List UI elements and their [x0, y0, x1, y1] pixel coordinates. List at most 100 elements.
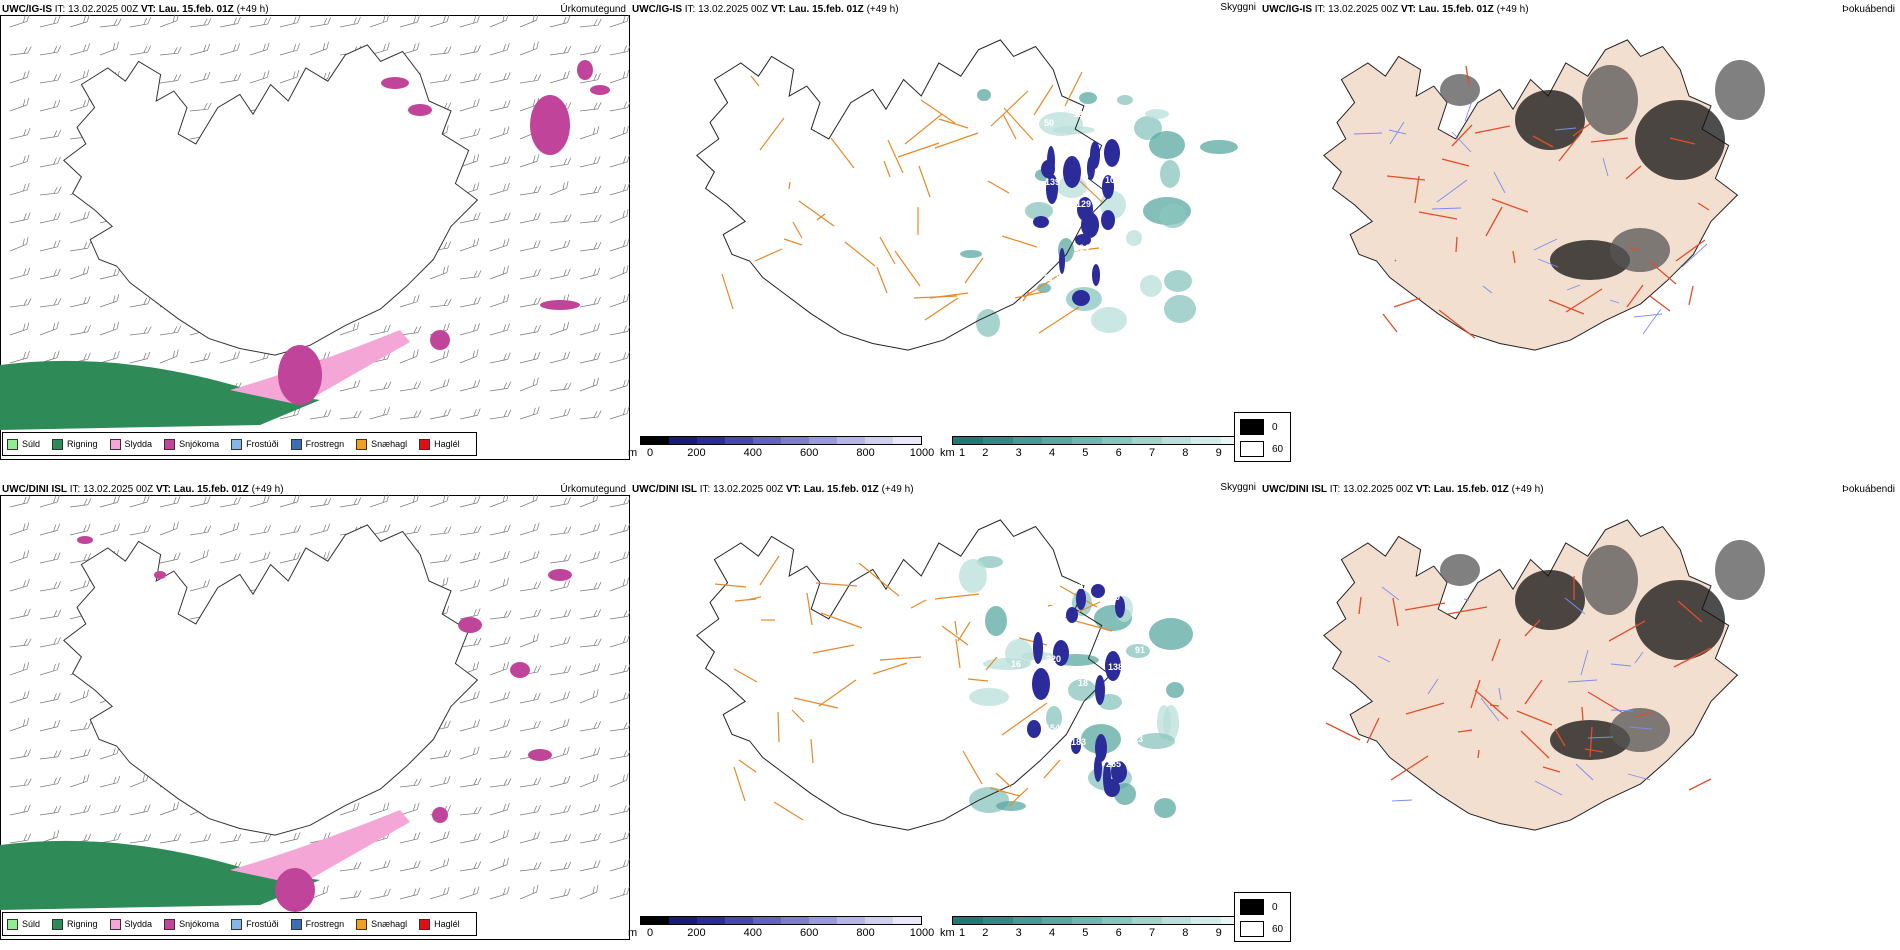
wind-barb — [69, 98, 90, 112]
ceiling-value-label: 30 — [1110, 592, 1120, 602]
wind-barb — [459, 637, 482, 648]
wind-barb — [549, 609, 572, 620]
barb-flag — [623, 635, 626, 644]
barb-staff — [129, 358, 148, 364]
ceiling-area — [1094, 754, 1102, 782]
barb-staff — [39, 163, 58, 168]
wind-barb — [99, 18, 122, 28]
wind-barb — [9, 298, 32, 308]
barb-flag — [263, 43, 266, 51]
colorbar-segment — [725, 917, 753, 924]
road — [1390, 755, 1429, 781]
wind-barb — [39, 552, 61, 564]
barb-staff — [609, 893, 628, 900]
barb-flag — [476, 886, 480, 894]
barb-staff — [189, 358, 208, 364]
precip-map — [0, 495, 630, 912]
wind-barb — [9, 638, 32, 648]
barb-staff — [489, 531, 508, 536]
barb-flag — [113, 776, 117, 784]
barb-flag — [53, 496, 56, 504]
barb-staff — [9, 585, 28, 592]
barb-staff — [69, 105, 88, 112]
barb-flag — [563, 776, 567, 784]
barb-flag — [383, 43, 386, 52]
ceiling-area — [1063, 156, 1081, 188]
barb-flag — [537, 862, 542, 869]
wind-barb — [9, 833, 32, 844]
barb-flag — [27, 298, 32, 305]
colorbar-segment — [1131, 437, 1162, 444]
barb-flag — [623, 692, 627, 700]
barb-staff — [69, 530, 88, 536]
barb-staff — [249, 357, 268, 364]
barb-flag — [533, 832, 537, 840]
road — [1554, 728, 1566, 747]
barb-flag — [413, 888, 417, 896]
wind-barb — [489, 550, 510, 564]
road — [1457, 729, 1473, 733]
road — [1003, 107, 1034, 141]
barb-staff — [429, 864, 448, 872]
iceland-land — [1323, 39, 1739, 351]
ceiling-area — [1095, 675, 1105, 705]
barb-flag — [623, 156, 626, 164]
barb-staff — [9, 328, 28, 336]
barb-staff — [489, 272, 508, 280]
barb-flag — [593, 552, 597, 560]
barb-staff — [609, 557, 628, 564]
ceiling-value-label: 183 — [1071, 737, 1086, 747]
ceiling-value-label: 119 — [1050, 597, 1065, 607]
barb-flag — [443, 776, 447, 784]
road — [1516, 710, 1553, 726]
wind-barb — [489, 778, 512, 788]
barb-staff — [459, 105, 478, 112]
river — [1353, 132, 1383, 135]
legend-label: Haglél — [434, 919, 460, 929]
barb-flag — [447, 749, 452, 757]
ceiling-area — [1090, 141, 1100, 169]
barb-staff — [489, 500, 507, 508]
barb-staff — [519, 783, 538, 788]
fog-patch — [1582, 65, 1638, 135]
barb-staff — [369, 331, 388, 336]
barb-staff — [219, 559, 238, 564]
wind-barb — [69, 498, 92, 508]
wind-barb — [39, 15, 61, 28]
barb-flag — [473, 128, 477, 136]
barb-flag — [593, 861, 597, 869]
barb-flag — [593, 186, 598, 194]
wind-barb — [489, 182, 510, 196]
barb-flag — [82, 690, 86, 699]
barb-flag — [203, 353, 207, 361]
barb-staff — [609, 161, 628, 168]
barb-staff — [39, 812, 58, 816]
barb-flag — [473, 747, 476, 755]
barb-flag — [593, 664, 597, 672]
wind-barb — [99, 746, 120, 760]
barb-flag — [27, 638, 32, 646]
legend-label: Slydda — [124, 919, 153, 929]
wind-barb — [519, 777, 542, 788]
barb-flag — [112, 295, 116, 303]
barb-flag — [473, 778, 478, 786]
barb-flag — [237, 16, 241, 24]
barb-staff — [579, 557, 598, 564]
barb-flag — [502, 239, 506, 247]
barb-flag — [383, 525, 387, 533]
legend-swatch — [231, 918, 243, 930]
barb-flag — [22, 71, 26, 79]
barb-flag — [203, 526, 208, 533]
barb-flag — [446, 576, 449, 585]
barb-flag — [203, 18, 208, 26]
barb-flag — [477, 408, 481, 416]
colorbar-tick-label: 9 — [1215, 447, 1222, 459]
road — [910, 599, 927, 609]
road — [806, 592, 813, 626]
wind-barb — [519, 406, 540, 420]
barb-staff — [399, 356, 417, 364]
barb-flag — [52, 322, 56, 331]
barb-staff — [519, 891, 537, 900]
wind-barb — [399, 887, 421, 900]
barb-flag — [323, 410, 328, 418]
